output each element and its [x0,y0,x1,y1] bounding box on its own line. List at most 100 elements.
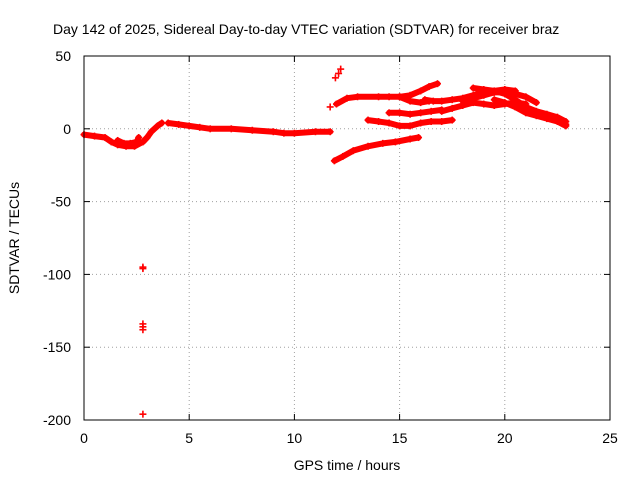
data-point [522,93,530,101]
data-point [532,99,540,107]
x-tick-label: 0 [80,430,88,446]
y-tick-label: -50 [51,194,71,210]
data-point [91,132,99,140]
x-tick-label: 5 [185,430,193,446]
data-point [480,100,488,108]
series-line [165,120,334,137]
data-point [227,125,235,133]
series-track-14 [511,103,570,130]
data-point [522,109,530,117]
data-point [543,115,551,123]
data-point [154,122,162,130]
plot-area-frame [83,55,611,421]
series-track-8 [396,80,441,101]
data-point [114,136,122,144]
outlier-point [139,410,147,418]
data-point [396,109,404,117]
data-point [417,109,425,117]
data-point [448,116,456,124]
data-point [133,138,141,146]
data-point [396,93,404,101]
data-point [433,80,441,88]
y-axis-label: SDTVAR / TECUs [6,182,22,294]
data-point [280,129,288,137]
data-point [429,97,437,105]
x-tick-label: 15 [392,430,408,446]
data-point [126,139,134,147]
series-track-6 [364,116,456,130]
data-point [448,96,456,104]
data-point [562,122,570,130]
data-point [385,109,393,117]
data-point [406,110,414,118]
data-point [417,119,425,127]
tick-labels: 0 5 10 15 20 25 -200 -150 -100 -50 0 50 [43,48,618,446]
data-point [196,123,204,131]
data-point [139,138,147,146]
data-point [364,142,372,150]
data-point [501,90,509,98]
data-point [448,104,456,112]
x-tick-label: 20 [497,430,513,446]
isolated-points [139,65,345,418]
data-point [425,83,433,91]
x-tick-label: 10 [287,430,303,446]
data-point [501,99,509,107]
series-track-7 [385,106,446,118]
data-point [417,99,425,107]
data-point [396,122,404,130]
data-point [391,138,399,146]
data-point [135,134,143,142]
data-point [349,147,357,155]
data-point [385,93,393,101]
data-point [147,128,155,136]
data-point [490,96,498,104]
chart-title: Day 142 of 2025, Sidereal Day-to-day VTE… [53,21,559,37]
data-point [553,118,561,126]
y-tick-label: -200 [43,412,71,428]
data-point [332,100,340,108]
data-point [290,129,298,137]
y-tick-label: -150 [43,339,71,355]
series-track-4 [332,93,433,108]
data-point [511,103,519,111]
data-point [248,126,256,134]
data-point [438,107,446,115]
data-point [101,134,109,142]
y-tick-label: 50 [55,48,71,64]
outlier-point [335,69,343,77]
data-point [375,93,383,101]
data-point [269,128,277,136]
series-track-5 [330,134,423,165]
data-point [532,112,540,120]
data-point [385,119,393,127]
data-point [326,128,334,136]
data-point [206,125,214,133]
series-line [331,134,422,164]
data-point [143,134,151,142]
series-track-2 [114,134,143,147]
data-point [469,84,477,92]
data-point [339,152,347,160]
data-point [427,118,435,126]
data-point [185,122,193,130]
data-point [107,138,115,146]
y-tick-label: -100 [43,266,71,282]
data-series [80,65,570,418]
series-track-3 [164,119,334,137]
outlier-point [139,265,147,273]
data-point [354,93,362,101]
data-point [330,157,338,165]
data-point [438,97,446,105]
data-point [438,118,446,126]
data-point [343,94,351,102]
data-point [490,87,498,95]
x-axis-label: GPS time / hours [294,457,401,473]
data-point [417,87,425,95]
data-point [406,91,414,99]
data-point [175,120,183,128]
grid [84,56,610,420]
data-point [158,119,166,127]
data-point [427,107,435,115]
